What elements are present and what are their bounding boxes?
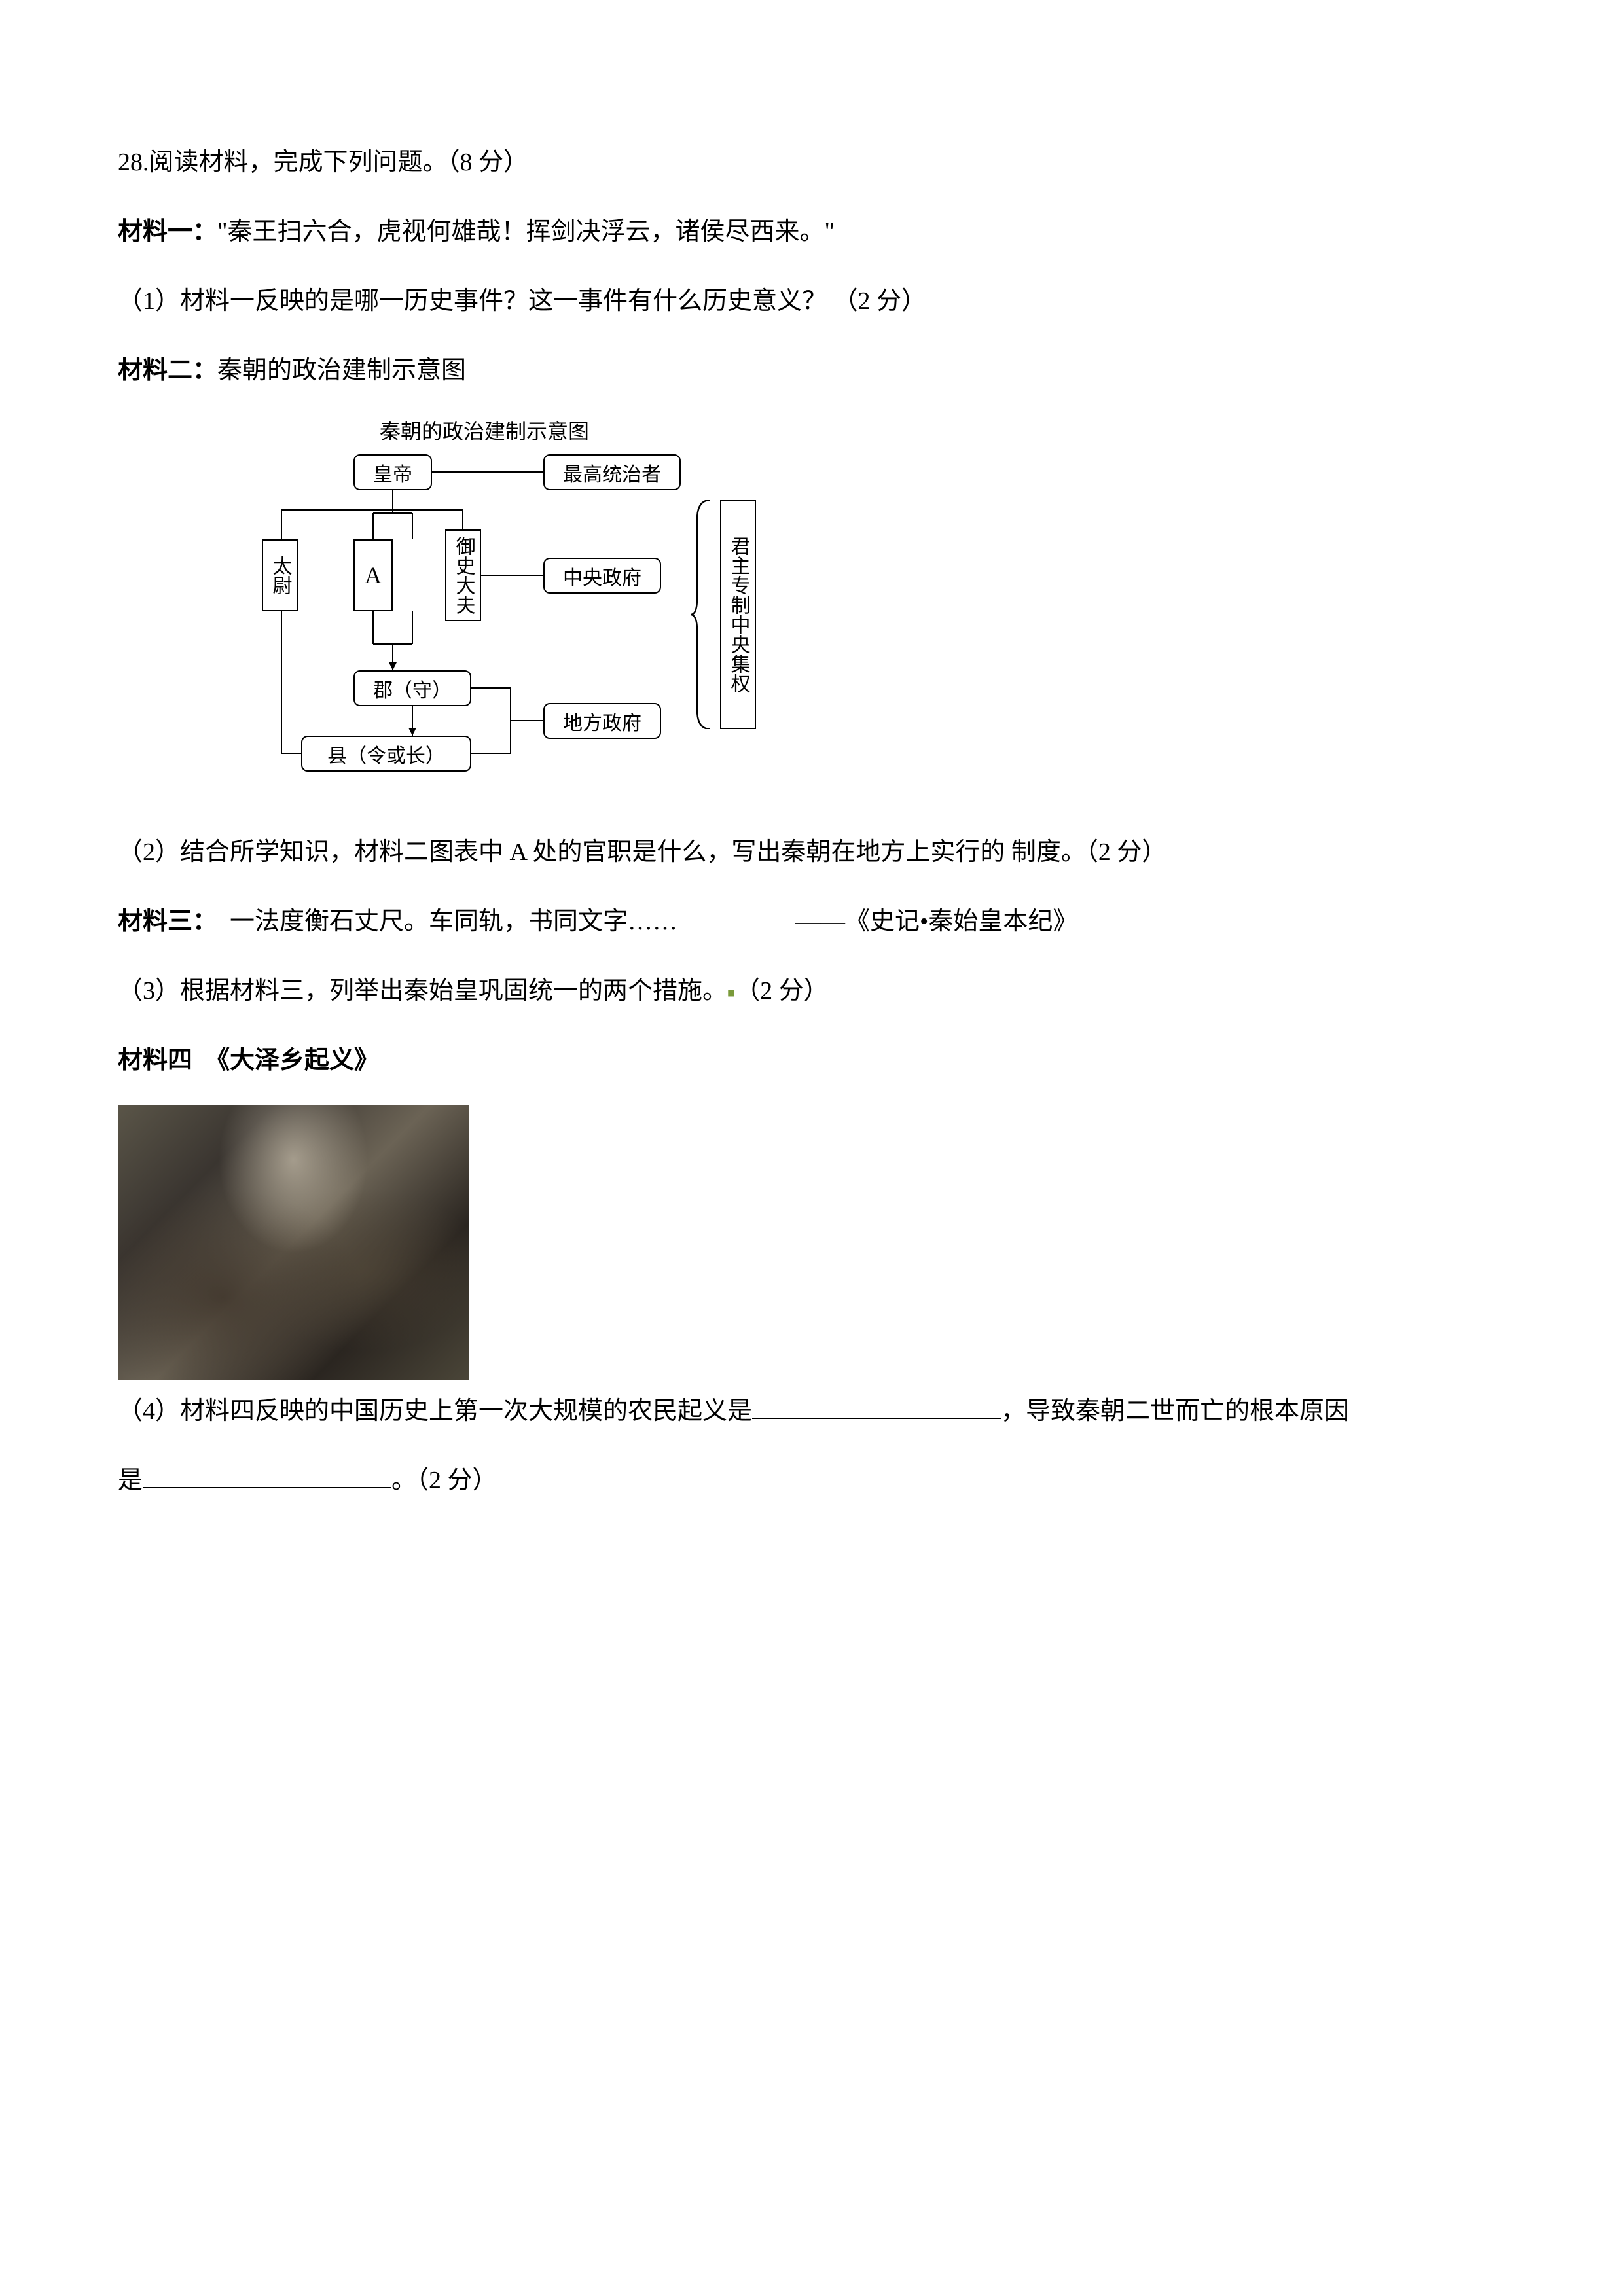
material-3-line: 材料三： 一法度衡石丈尺。车同轨，书同文字…… ——《史记•秦始皇本纪》 [118, 897, 1506, 946]
prompt-2: （2）结合所学知识，材料二图表中 A 处的官职是什么，写出秦朝在地方上实行的 制… [118, 827, 1506, 877]
node-jun: 郡（守） [353, 670, 471, 706]
node-xian: 县（令或长） [301, 736, 471, 772]
question-number: 28. [118, 149, 149, 176]
prompt-4c: 是 [118, 1467, 143, 1494]
qin-political-diagram: 秦朝的政治建制示意图 [223, 415, 799, 808]
material-2-text: 秦朝的政治建制示意图 [217, 357, 466, 384]
material-4-text: 《大泽乡起义》 [192, 1047, 379, 1074]
node-central-gov: 中央政府 [543, 558, 661, 594]
prompt-4b: ，导致秦朝二世而亡的根本原因 [1001, 1397, 1349, 1425]
page: 28.阅读材料，完成下列问题。（8 分） 材料一："秦王扫六合，虎视何雄哉！挥剑… [0, 0, 1624, 2296]
node-supreme-ruler: 最高统治者 [543, 454, 681, 490]
prompt-3: （3）根据材料三，列举出秦始皇巩固统一的两个措施。 [118, 977, 727, 1005]
node-local-gov: 地方政府 [543, 703, 661, 739]
node-a: A [353, 539, 393, 611]
prompt-4-line-2: 是 。（2 分） [118, 1456, 1506, 1505]
material-4-line: 材料四 《大泽乡起义》 [118, 1035, 1506, 1085]
question-intro: 阅读材料，完成下列问题。（8 分） [149, 149, 529, 176]
material-1-label: 材料一： [118, 218, 217, 245]
prompt-3-points: （2 分） [735, 977, 829, 1005]
prompt-4-line-1: （4）材料四反映的中国历史上第一次大规模的农民起义是 ，导致秦朝二世而亡的根本原因 [118, 1386, 1506, 1436]
material-3-source: ——《史记•秦始皇本纪》 [795, 897, 1077, 946]
uprising-illustration [118, 1105, 469, 1380]
node-emperor: 皇帝 [353, 454, 432, 490]
diagram-brace [691, 500, 717, 729]
material-1-line: 材料一："秦王扫六合，虎视何雄哉！挥剑决浮云，诸侯尽西来。" [118, 207, 1506, 257]
material-4-label: 材料四 [118, 1047, 192, 1074]
question-intro-line: 28.阅读材料，完成下列问题。（8 分） [118, 137, 1506, 187]
material-2-label: 材料二： [118, 357, 217, 384]
prompt-1: （1）材料一反映的是哪一历史事件？这一事件有什么历史意义？ （2 分） [118, 276, 1506, 326]
material-1-text: "秦王扫六合，虎视何雄哉！挥剑决浮云，诸侯尽西来。" [217, 218, 835, 245]
prompt-4d: 。（2 分） [391, 1467, 497, 1494]
material-2-line: 材料二：秦朝的政治建制示意图 [118, 346, 1506, 395]
prompt-4a: （4）材料四反映的中国历史上第一次大规模的农民起义是 [118, 1397, 752, 1425]
node-side-label: 君主专制中央集权 [720, 500, 756, 729]
material-3-text: 一法度衡石丈尺。车同轨，书同文字…… [217, 908, 677, 935]
marker-dot-icon: ■ [727, 986, 735, 1000]
node-yushidafu: 御史大夫 [445, 529, 481, 621]
blank-1 [752, 1393, 1001, 1419]
material-3-label: 材料三： [118, 908, 217, 935]
blank-2 [143, 1462, 391, 1488]
node-taiwei: 太尉 [262, 539, 298, 611]
prompt-3-line: （3）根据材料三，列举出秦始皇巩固统一的两个措施。■（2 分） [118, 966, 1506, 1016]
